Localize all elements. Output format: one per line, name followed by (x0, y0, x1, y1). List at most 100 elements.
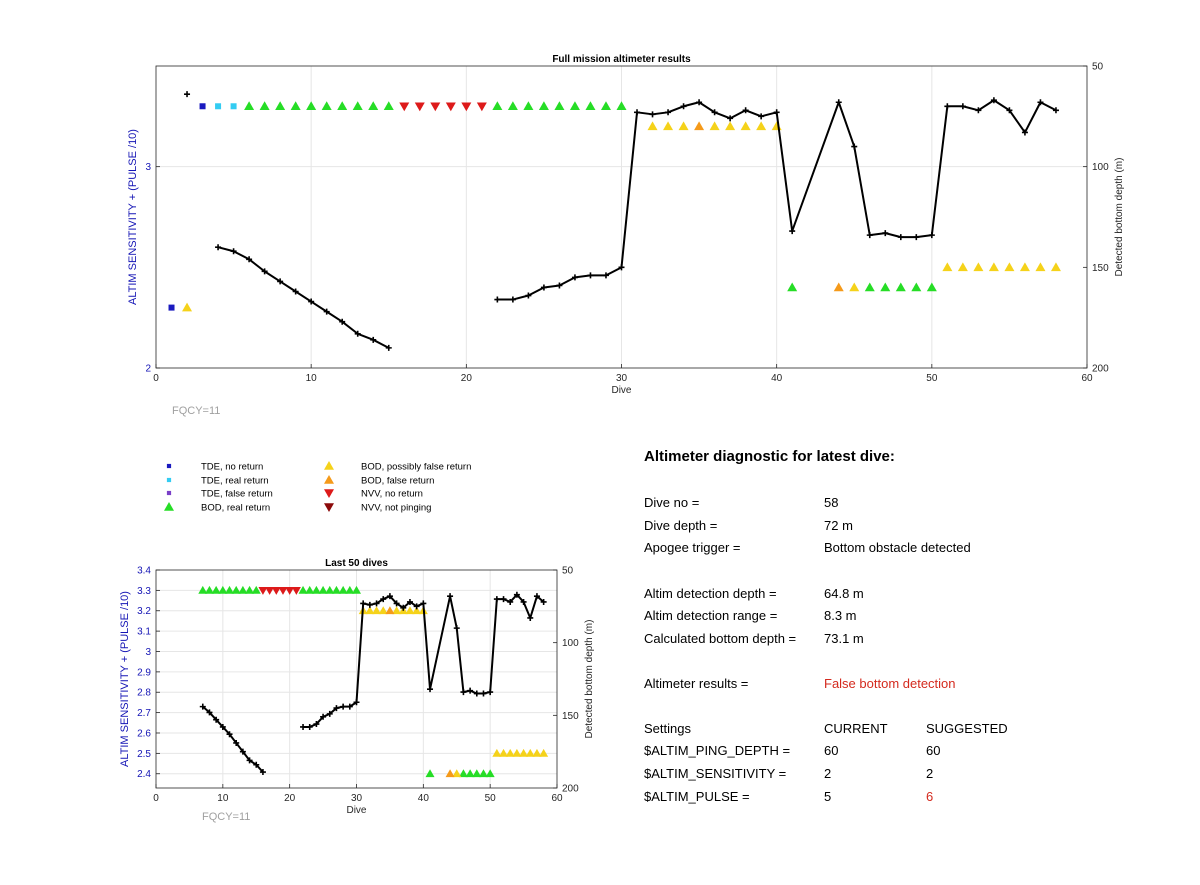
depth-point (373, 600, 380, 607)
data-point-marker (182, 302, 193, 312)
data-point-marker (338, 585, 348, 594)
x-tick-label: 10 (217, 793, 229, 804)
data-point-marker (218, 585, 228, 594)
y-tick-label: 2.8 (137, 688, 151, 699)
depth-point (246, 757, 253, 764)
data-point-marker (271, 586, 281, 595)
y2-axis-label: Detected bottom depth (m) (584, 620, 595, 739)
data-point-marker (198, 585, 208, 594)
depth-point (944, 103, 951, 110)
y-tick-label: 3 (145, 647, 151, 658)
data-point-marker (472, 769, 482, 778)
data-point-marker (895, 282, 906, 292)
legend-marker-tde-real (166, 477, 172, 483)
chart-last-50-dives: 0 10 20 30 40 50 60 2.4 2.5 2.6 2.7 2.8 2.9 3 3.1 3.2 3.… (119, 558, 595, 823)
y2-tick-label: 50 (562, 566, 574, 577)
diag-value-warning: False bottom detection (824, 676, 956, 691)
setting-current: 60 (824, 743, 839, 758)
data-point-marker (525, 748, 535, 757)
data-point-marker (569, 101, 580, 111)
depth-point (233, 739, 240, 746)
setting-suggested-changed: 6 (926, 789, 934, 804)
depth-point (602, 272, 609, 279)
depth-point (1052, 107, 1059, 114)
depth-point (460, 689, 467, 696)
data-point-marker (554, 101, 565, 111)
data-point-marker (445, 102, 456, 112)
data-point-marker (538, 101, 549, 111)
legend-label: BOD, false return (361, 476, 434, 487)
data-point-marker (230, 103, 237, 110)
depth-line (202, 705, 264, 773)
data-point-marker (445, 769, 455, 778)
setting-name: $ALTIM_PULSE = (644, 789, 750, 804)
data-point-marker (383, 101, 394, 111)
y-tick-label: 2.7 (137, 708, 151, 719)
diag-value: 8.3 m (824, 608, 857, 623)
data-point-marker (458, 769, 468, 778)
y-tick-label: 3 (145, 162, 151, 173)
data-point-marker (787, 282, 798, 292)
data-point-marker (833, 282, 844, 292)
depth-point (758, 113, 765, 120)
depth-point (333, 705, 340, 712)
data-point-marker (957, 262, 968, 272)
depth-point (487, 689, 494, 696)
legend-label: TDE, no return (201, 462, 263, 473)
data-point-marker (385, 606, 395, 615)
marker-legend: TDE, no return TDE, real return TDE, false… (164, 461, 471, 514)
diag-value: 64.8 m (824, 586, 864, 601)
depth-line (217, 246, 390, 349)
legend-label: BOD, possibly false return (361, 462, 471, 473)
depth-point (773, 109, 780, 116)
y-tick-label: 3.3 (137, 586, 151, 597)
data-point-marker (372, 606, 382, 615)
x-tick-label: 20 (284, 793, 296, 804)
depth-point (990, 97, 997, 104)
data-point-marker (1004, 262, 1015, 272)
data-point-marker (298, 585, 308, 594)
data-point-marker (507, 101, 518, 111)
depth-point (400, 604, 407, 611)
legend-label: TDE, false return (201, 489, 273, 500)
depth-point (913, 234, 920, 241)
data-point-marker (880, 282, 891, 292)
depth-point (239, 748, 246, 755)
data-point-marker (849, 282, 860, 292)
depth-point (882, 230, 889, 237)
depth-point (406, 598, 413, 605)
depth-point (742, 107, 749, 114)
depth-point (500, 596, 507, 603)
data-point-marker (168, 304, 175, 311)
diag-label: Dive depth = (644, 518, 718, 533)
y2-tick-label: 100 (1092, 162, 1109, 173)
y-axis-label: ALTIM SENSITIVITY + (PULSE /10) (127, 129, 139, 305)
data-point-marker (1019, 262, 1030, 272)
depth-point (789, 228, 796, 235)
data-point-marker (663, 121, 674, 131)
data-point-marker (405, 606, 415, 615)
data-point-marker (238, 585, 248, 594)
data-point-marker (399, 102, 410, 112)
depth-point (711, 109, 718, 116)
y2-tick-label: 200 (562, 784, 579, 795)
depth-point (226, 731, 233, 738)
data-point-marker (926, 282, 937, 292)
depth-point (213, 716, 220, 723)
depth-point (353, 699, 360, 706)
data-point-marker (278, 586, 288, 595)
depth-point (380, 596, 387, 603)
depth-point (1037, 99, 1044, 106)
depth-point (649, 111, 656, 118)
data-point-marker (204, 585, 214, 594)
legend-marker-bod-false (324, 475, 334, 484)
diagnostic-title: Altimeter diagnostic for latest dive: (644, 448, 895, 465)
x-tick-label: 60 (551, 793, 563, 804)
diag-label: Apogee trigger = (644, 540, 741, 555)
x-tick-label: 50 (926, 373, 938, 384)
data-point-marker (539, 748, 549, 757)
data-point-marker (325, 585, 335, 594)
depth-point (928, 232, 935, 239)
data-point-marker (492, 101, 503, 111)
depth-point (571, 274, 578, 281)
